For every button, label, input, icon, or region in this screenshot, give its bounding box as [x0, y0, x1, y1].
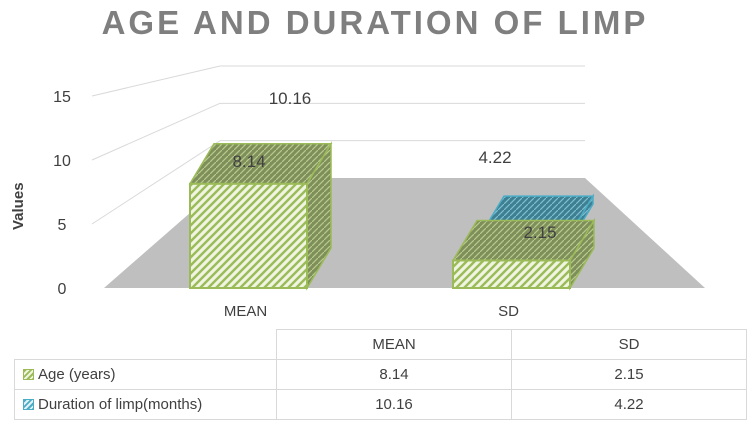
data-table: MEAN SD Age (years) 8.14 2.15 Duration o… [14, 329, 747, 420]
data-label: 8.14 [232, 152, 265, 171]
table-corner [14, 329, 277, 360]
data-labels: 10.16 4.22 8.14 2.15 [232, 89, 556, 242]
legend-swatch-duration [23, 399, 34, 410]
table-header-sd: SD [511, 329, 747, 360]
legend-label-age: Age (years) [38, 366, 116, 383]
bar-age-years--sd [451, 217, 596, 291]
table-row: Age (years) 8.14 2.15 [14, 359, 747, 390]
gridline [91, 140, 221, 225]
x-category-label: MEAN [224, 303, 267, 320]
table-cell: 4.22 [511, 389, 747, 420]
y-tick-label: 15 [53, 89, 71, 106]
gridline [91, 102, 221, 161]
data-label: 4.22 [478, 148, 511, 167]
data-label: 2.15 [523, 223, 556, 242]
chart-plot: 0 5 10 15 MEAN SD 10.16 4.22 8.14 2.15 [53, 65, 705, 320]
gridline [91, 65, 221, 97]
bar-front [189, 182, 308, 289]
table-row: Duration of limp(months) 10.16 4.22 [14, 389, 747, 420]
y-tick-label: 0 [58, 281, 67, 298]
y-tick-label: 5 [58, 217, 67, 234]
x-category-label: SD [498, 303, 519, 320]
table-cell: 2.15 [511, 359, 747, 390]
y-tick-label: 10 [53, 153, 71, 170]
table-cell: 10.16 [276, 389, 512, 420]
chart-title: AGE AND DURATION OF LIMP [101, 4, 649, 41]
bar-front [452, 259, 571, 290]
table-header-mean: MEAN [276, 329, 512, 360]
category-labels: MEAN SD [224, 303, 519, 320]
legend-label-duration: Duration of limp(months) [38, 396, 203, 413]
bar-age-years--mean [188, 141, 333, 291]
y-axis-ticks: 0 5 10 15 [53, 89, 71, 298]
table-row-label: Duration of limp(months) [14, 389, 277, 420]
gridlines [91, 65, 585, 225]
table-cell: 8.14 [276, 359, 512, 390]
table-row-label: Age (years) [14, 359, 277, 390]
legend-swatch-age [23, 369, 34, 380]
bars [188, 141, 596, 291]
data-label: 10.16 [269, 89, 312, 108]
table-header-row: MEAN SD [14, 329, 747, 360]
